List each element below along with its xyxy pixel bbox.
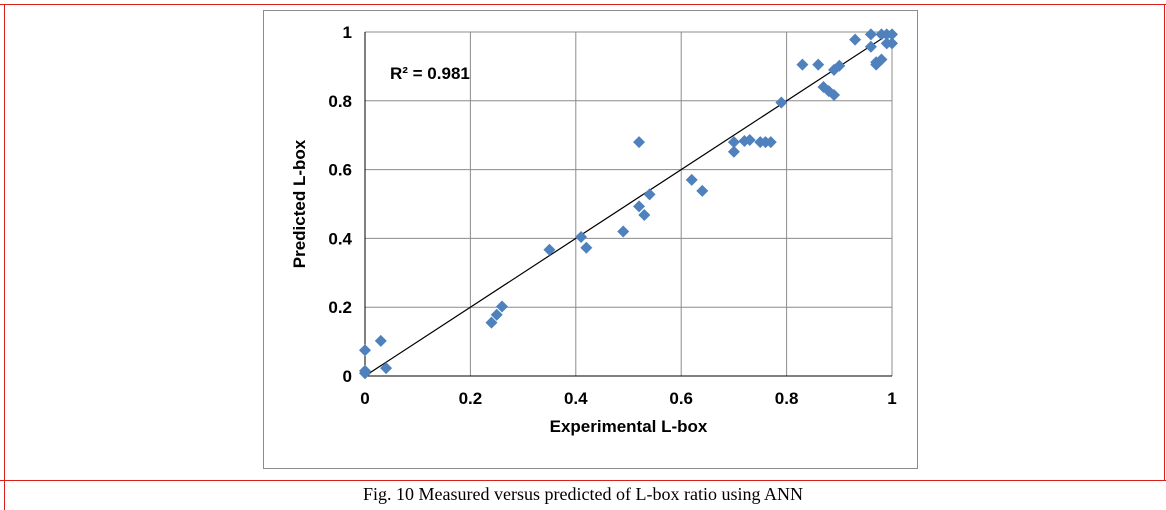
- data-point: [727, 145, 740, 158]
- x-tick-label: 0.2: [459, 389, 483, 408]
- tick-labels: 0 0.2 0.4 0.6 0.8 1 0 0.2 0.4 0.6 0.8 1: [328, 23, 896, 408]
- data-point: [743, 134, 756, 147]
- axes: [364, 32, 892, 377]
- x-tick-label: 1: [887, 389, 896, 408]
- gridlines: [365, 31, 893, 376]
- trendline-group: [364, 31, 893, 377]
- table-border-middle: [0, 480, 1166, 481]
- y-tick-label: 0.8: [328, 92, 352, 111]
- data-point: [864, 28, 877, 41]
- data-point: [633, 136, 646, 149]
- data-point: [685, 173, 698, 186]
- x-tick-label: 0: [360, 389, 369, 408]
- data-point: [775, 96, 788, 109]
- data-point: [633, 200, 646, 213]
- data-point: [638, 209, 651, 222]
- data-point: [359, 367, 371, 380]
- table-border-right: [1164, 4, 1165, 480]
- data-point: [764, 136, 777, 149]
- trendline: [364, 31, 893, 377]
- data-point: [617, 225, 630, 238]
- y-tick-label: 0.4: [328, 229, 352, 248]
- data-point: [828, 88, 841, 101]
- y-tick-label: 0: [343, 367, 352, 386]
- y-tick-label: 0.6: [328, 161, 352, 180]
- table-border-top: [0, 4, 1166, 5]
- data-point: [886, 28, 898, 41]
- x-tick-label: 0.8: [775, 389, 799, 408]
- data-point: [875, 53, 888, 66]
- r-squared-annotation: R² = 0.981: [390, 64, 470, 83]
- data-point: [849, 33, 862, 46]
- data-point: [374, 334, 387, 347]
- data-point: [485, 316, 498, 329]
- data-point: [864, 40, 877, 53]
- data-point: [727, 136, 740, 149]
- data-point: [580, 241, 593, 254]
- x-axis-label: Experimental L-box: [550, 417, 708, 436]
- x-tick-label: 0.4: [564, 389, 588, 408]
- data-point: [833, 59, 846, 72]
- data-point: [575, 231, 588, 244]
- y-tick-label: 0.2: [328, 298, 352, 317]
- y-axis-label: Predicted L-box: [290, 139, 309, 268]
- data-point: [886, 37, 898, 50]
- data-point: [380, 362, 393, 375]
- table-border-left: [4, 4, 5, 510]
- y-tick-label: 1: [343, 23, 352, 42]
- data-point: [490, 308, 503, 321]
- scatter-chart: 0 0.2 0.4 0.6 0.8 1 0 0.2 0.4 0.6 0.8 1 Experimenta…: [290, 23, 898, 436]
- data-point: [696, 184, 709, 197]
- data-point: [496, 300, 509, 313]
- data-point: [812, 58, 825, 71]
- figure-caption: Fig. 10 Measured versus predicted of L-b…: [363, 484, 803, 504]
- data-point: [643, 188, 656, 201]
- data-point: [796, 58, 809, 71]
- x-tick-label: 0.6: [669, 389, 693, 408]
- data-point: [543, 243, 556, 256]
- data-point: [359, 344, 371, 357]
